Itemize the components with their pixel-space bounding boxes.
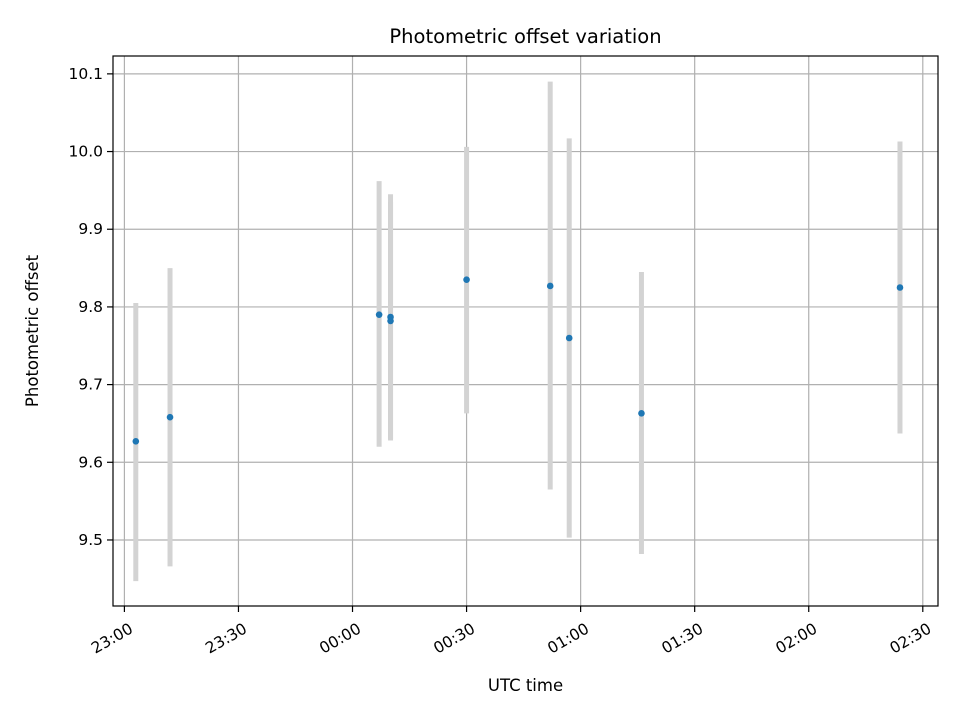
- x-axis-label: UTC time: [488, 676, 563, 695]
- data-point: [896, 284, 904, 291]
- y-tick-label: 9.9: [78, 220, 103, 238]
- grid: [113, 56, 938, 606]
- data-point: [546, 282, 554, 290]
- data-point: [166, 413, 174, 421]
- y-tick-label: 9.6: [78, 453, 103, 471]
- chart-title: Photometric offset variation: [389, 25, 661, 48]
- plot-area-frame: [112, 55, 939, 607]
- y-tick-label: 10.1: [68, 65, 103, 83]
- data-point: [375, 311, 383, 318]
- data-point: [132, 438, 140, 445]
- y-tick-label: 10.0: [68, 143, 103, 161]
- data-points: [132, 276, 904, 445]
- y-axis-label: Photometric offset: [23, 254, 42, 407]
- data-point: [463, 276, 470, 284]
- y-tick-label: 9.5: [78, 531, 103, 549]
- y-tick-label: 9.7: [78, 376, 103, 394]
- y-tick-label: 9.8: [78, 298, 103, 316]
- data-point: [387, 317, 394, 325]
- data-point: [565, 334, 573, 342]
- data-point: [638, 410, 645, 417]
